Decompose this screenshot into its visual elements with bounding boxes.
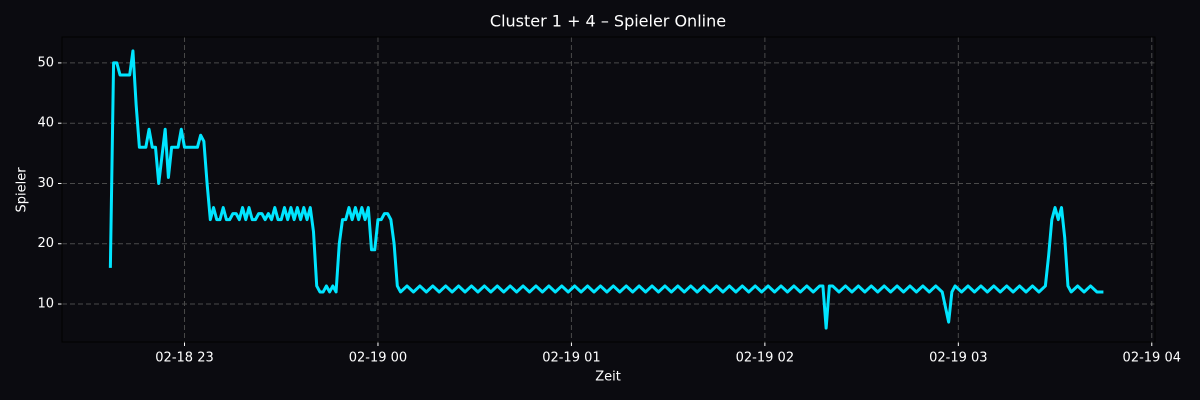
plot-frame bbox=[61, 36, 1156, 343]
x-axis-label: Zeit bbox=[595, 370, 621, 385]
x-tick-label: 02-19 01 bbox=[542, 351, 600, 366]
y-tick-label: 30 bbox=[37, 176, 54, 191]
chart-title: Cluster 1 + 4 – Spieler Online bbox=[490, 12, 726, 31]
y-axis-label: Spieler bbox=[15, 167, 30, 213]
data-line bbox=[108, 49, 1104, 330]
x-tick-label: 02-18 23 bbox=[155, 351, 213, 366]
x-tick-label: 02-19 02 bbox=[736, 351, 794, 366]
x-tick-label: 02-19 00 bbox=[349, 351, 407, 366]
x-tick-label: 02-19 03 bbox=[929, 351, 987, 366]
y-tick-label: 50 bbox=[37, 55, 54, 70]
x-tick-label: 02-19 04 bbox=[1123, 351, 1181, 366]
y-tick-label: 10 bbox=[37, 297, 54, 312]
y-tick-label: 40 bbox=[37, 116, 54, 131]
y-tick-label: 20 bbox=[37, 236, 54, 251]
